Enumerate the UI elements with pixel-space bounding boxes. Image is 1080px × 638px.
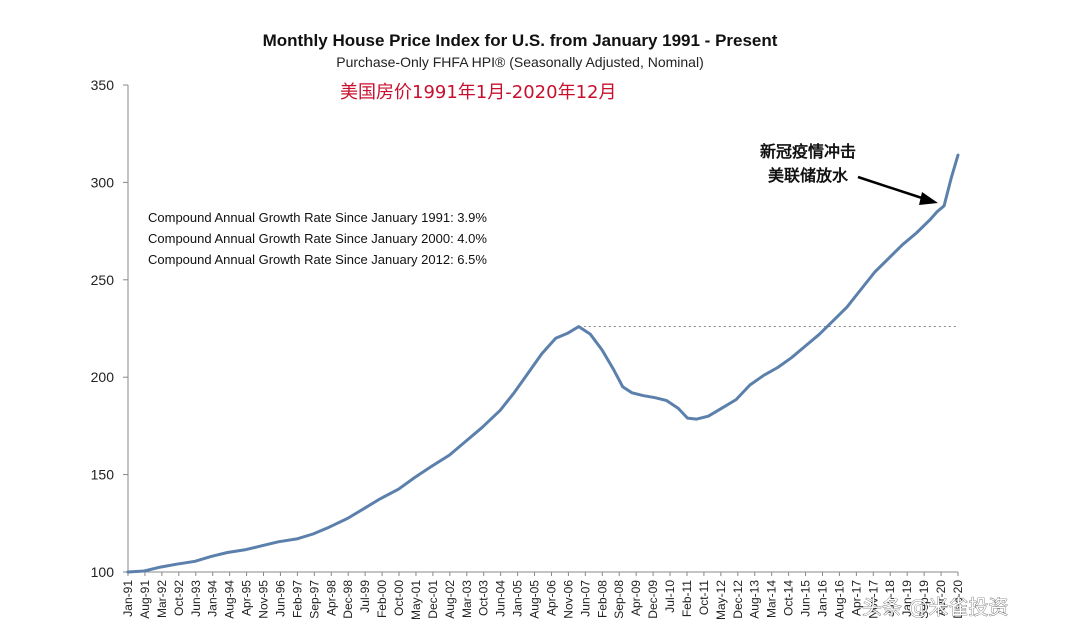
cagr-line-2012: Compound Annual Growth Rate Since Januar… — [148, 252, 487, 267]
x-tick-label: Jun-15 — [799, 580, 813, 617]
x-tick-label: Aug-13 — [748, 580, 762, 619]
x-tick-label: Jul-10 — [663, 580, 677, 613]
x-tick-label: Jan-16 — [815, 580, 829, 617]
x-tick-label: May-01 — [409, 580, 423, 620]
x-ticks: Jan-91 Aug-91 Mar-92 Oct-92 Jun-93 Jan-94 Aug-… — [121, 572, 965, 620]
x-tick-label: Jun-07 — [578, 580, 592, 617]
y-tick-label: 300 — [91, 174, 115, 190]
x-tick-label: Feb-00 — [375, 580, 389, 618]
x-tick-label: Apr-98 — [324, 580, 338, 616]
x-tick-label: Sep-08 — [612, 580, 626, 619]
x-tick-label: Dec-12 — [731, 580, 745, 619]
x-tick-label: Sep-19 — [917, 580, 931, 619]
x-tick-label: Jun-18 — [883, 580, 897, 617]
annotation-line-1: 新冠疫情冲击 — [760, 142, 856, 161]
watermark: 头条 @米雀投资 — [862, 595, 1008, 619]
x-tick-label: Dec-09 — [646, 580, 660, 619]
y-tick-label: 150 — [91, 467, 115, 483]
x-tick-label: Oct-00 — [392, 580, 406, 616]
x-tick-label: Apr-95 — [240, 580, 254, 616]
annotation-line-2: 美联储放水 — [768, 166, 849, 185]
chart-subtitle: Purchase-Only FHFA HPI® (Seasonally Adju… — [336, 54, 703, 70]
x-tick-label: May-12 — [714, 580, 728, 620]
x-tick-label: Dec-20 — [951, 580, 965, 619]
annotation-arrow — [857, 175, 938, 205]
x-tick-label: Jul-99 — [358, 580, 372, 613]
x-tick-label: Apr-09 — [629, 580, 643, 616]
x-tick-label: Jun-93 — [189, 580, 203, 617]
x-tick-label: Mar-14 — [765, 580, 779, 618]
x-tick-label: Aug-16 — [832, 580, 846, 619]
x-tick-label: Dec-01 — [426, 580, 440, 619]
x-tick-label: Aug-94 — [223, 580, 237, 619]
x-tick-label: Oct-92 — [172, 580, 186, 616]
cagr-line-1991: Compound Annual Growth Rate Since Januar… — [148, 210, 487, 225]
x-tick-label: Nov-17 — [866, 580, 880, 619]
overlay-title: 美国房价1991年1月-2020年12月 — [340, 82, 616, 103]
x-tick-label: Apr-17 — [849, 580, 863, 616]
y-ticks: 100 150 200 250 300 350 — [91, 77, 128, 580]
x-tick-label: Apr-06 — [544, 580, 558, 616]
x-tick-label: Oct-11 — [697, 580, 711, 615]
x-tick-label: Sep-97 — [307, 580, 321, 619]
chart-title: Monthly House Price Index for U.S. from … — [263, 31, 778, 50]
x-tick-label: Nov-95 — [257, 580, 271, 619]
x-tick-label: Oct-14 — [782, 580, 796, 616]
y-tick-label: 350 — [91, 77, 115, 93]
y-tick-label: 100 — [91, 564, 115, 580]
x-tick-label: Nov-06 — [561, 580, 575, 619]
x-tick-label: Aug-91 — [138, 580, 152, 619]
x-tick-label: Feb-08 — [595, 580, 609, 618]
x-tick-label: Feb-97 — [290, 580, 304, 618]
x-tick-label: Jan-91 — [121, 580, 135, 617]
x-tick-label: Jun-96 — [273, 580, 287, 617]
x-tick-label: Mar-03 — [460, 580, 474, 618]
x-tick-label: Aug-05 — [528, 580, 542, 619]
y-tick-label: 250 — [91, 272, 115, 288]
series-line — [126, 153, 960, 574]
x-tick-label: Jan-19 — [900, 580, 914, 617]
x-tick-label: Mar-92 — [155, 580, 169, 618]
x-tick-label: Jan-05 — [511, 580, 525, 617]
x-tick-label: Apr-20 — [934, 580, 948, 616]
x-tick-label: Jun-04 — [494, 580, 508, 617]
x-tick-label: Feb-11 — [680, 580, 694, 617]
y-tick-label: 200 — [91, 369, 115, 385]
x-tick-label: Dec-98 — [341, 580, 355, 619]
x-tick-label: Jan-94 — [206, 580, 220, 617]
cagr-line-2000: Compound Annual Growth Rate Since Januar… — [148, 231, 487, 246]
x-tick-label: Oct-03 — [477, 580, 491, 616]
x-tick-label: Aug-02 — [443, 580, 457, 619]
